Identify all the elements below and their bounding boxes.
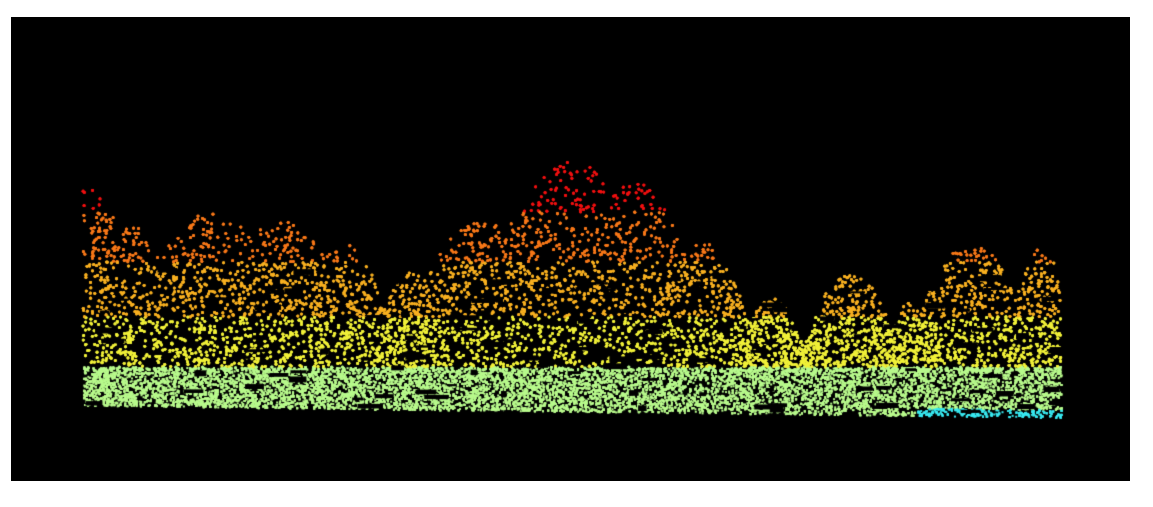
point-cloud-viewport[interactable] [11, 17, 1130, 481]
point-cloud-canvas [11, 17, 1130, 481]
